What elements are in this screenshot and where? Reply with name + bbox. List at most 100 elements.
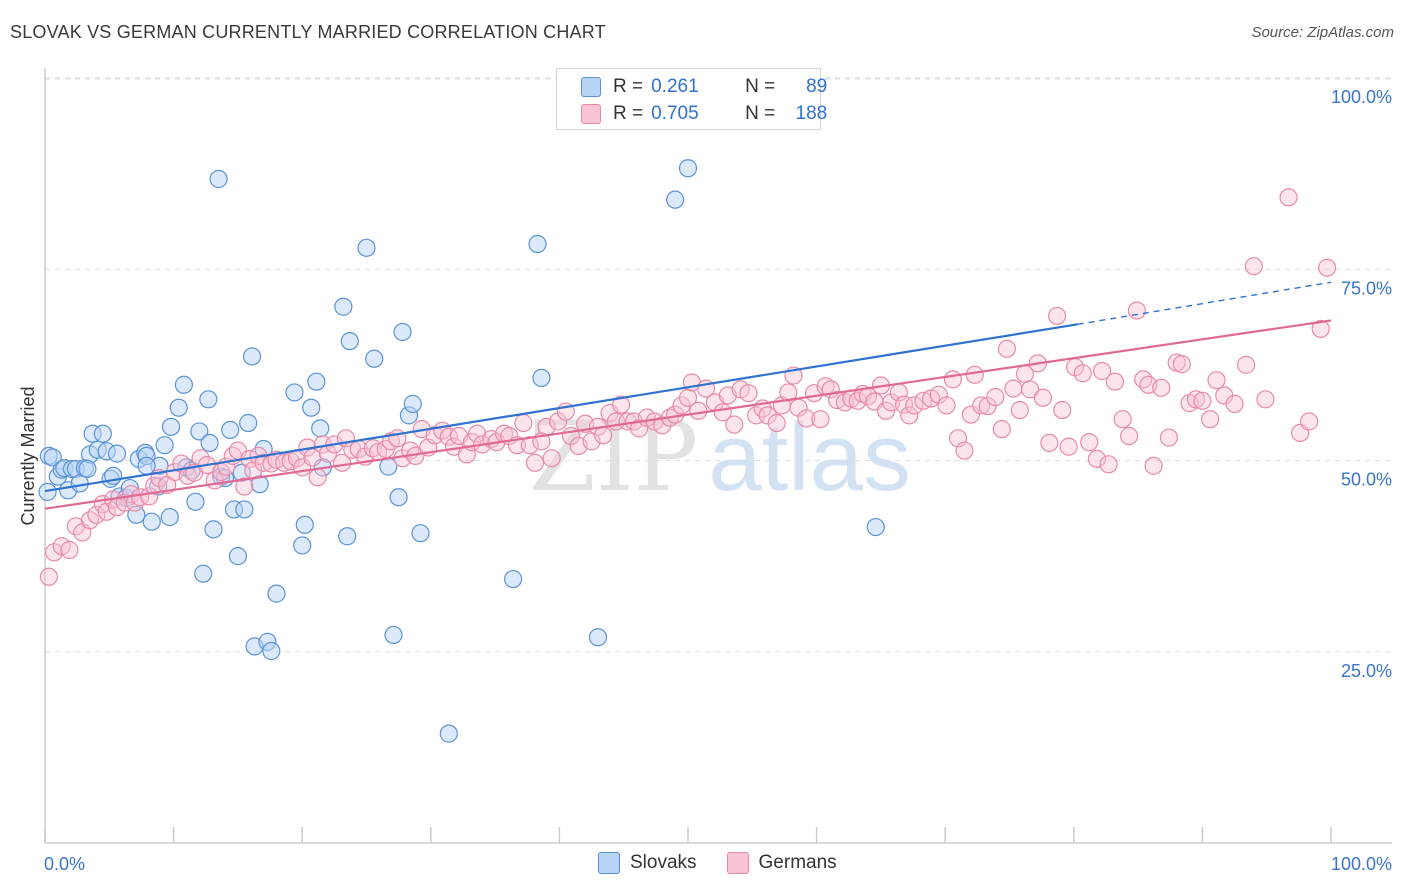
german-point — [514, 413, 533, 433]
slovak-point — [334, 297, 353, 316]
german-point — [594, 426, 613, 445]
german-point — [1186, 390, 1206, 409]
slovak-point — [221, 420, 240, 439]
slovak-point — [504, 569, 523, 589]
slovak-point — [439, 724, 458, 743]
slovak-point — [232, 463, 251, 482]
german-point — [797, 409, 816, 428]
german-point — [997, 339, 1017, 358]
german-point — [549, 412, 568, 431]
german-point — [739, 384, 758, 403]
slovak-point — [357, 238, 376, 257]
german-point — [689, 401, 708, 420]
slovak-point — [242, 347, 262, 366]
german-point — [1113, 410, 1132, 429]
slovak-point — [107, 444, 127, 463]
slovak-point — [200, 433, 219, 453]
stats-legend: R = 0.261 N = 89 R = 0.705 N = 188 — [556, 68, 827, 130]
slovak-point — [169, 398, 188, 417]
slovak-point — [340, 332, 359, 351]
slovak-point — [78, 459, 97, 479]
slovak-point — [302, 398, 321, 417]
slovak-point — [588, 628, 608, 647]
x-tick-label: 100.0% — [1331, 854, 1392, 874]
german-point — [612, 395, 631, 414]
slovak-point — [384, 625, 403, 645]
slovak-point — [160, 508, 179, 527]
german-point — [1225, 394, 1244, 413]
german-point — [1105, 372, 1125, 391]
slovak-point — [155, 436, 174, 455]
slovak-point — [43, 448, 62, 467]
y-tick-label: 75.0% — [1341, 278, 1392, 298]
german-point — [1159, 428, 1179, 447]
german-point — [1279, 188, 1298, 207]
german-point — [1193, 391, 1212, 410]
german-point — [1311, 319, 1330, 339]
slovak-point — [393, 322, 412, 342]
legend-item-slovaks[interactable]: Slovaks — [598, 852, 697, 874]
slovak-point — [190, 422, 209, 441]
slovak-point — [204, 520, 223, 539]
slovak-point — [199, 390, 218, 409]
german-point — [1080, 433, 1099, 452]
y-axis-label: Currently Married — [18, 386, 38, 525]
slovak-point — [307, 372, 326, 391]
slovak-point — [389, 488, 408, 507]
german-point — [1237, 355, 1256, 374]
german-point — [653, 416, 672, 435]
german-point — [1099, 455, 1118, 474]
y-tick-label: 100.0% — [1331, 87, 1392, 107]
german-point — [900, 406, 919, 425]
slovak-point — [528, 234, 547, 254]
german-point — [525, 453, 545, 472]
y-tick-label: 25.0% — [1341, 661, 1392, 681]
german-point — [39, 567, 58, 586]
german-point — [1073, 364, 1092, 383]
german-point — [87, 505, 106, 524]
legend-row-slovaks: R = 0.261 N = 89 — [581, 75, 827, 99]
german-point — [1300, 412, 1319, 431]
slovak-point — [295, 515, 314, 534]
german-point — [1033, 388, 1053, 407]
slovak-point — [161, 417, 181, 436]
german-point — [905, 396, 924, 415]
german-point — [965, 365, 984, 384]
slovak-point — [411, 524, 430, 543]
german-point — [308, 468, 327, 487]
german-point — [937, 396, 956, 415]
german-point — [60, 540, 79, 560]
german-point — [678, 388, 698, 407]
german-point — [767, 413, 786, 433]
german-point — [1010, 400, 1029, 420]
legend-item-germans[interactable]: Germans — [726, 852, 837, 874]
slovak-point — [666, 190, 685, 209]
german-trend-line — [44, 319, 1332, 510]
german-point — [542, 449, 561, 468]
slovak-point — [38, 482, 57, 501]
german-point — [1207, 371, 1226, 390]
german-point — [992, 420, 1011, 439]
german-point — [986, 387, 1005, 407]
slovak-point — [403, 394, 422, 413]
german-point — [1020, 380, 1040, 399]
legend-r-label: R = — [613, 103, 644, 124]
german-point — [1318, 258, 1337, 277]
german-point — [1040, 433, 1059, 453]
chart-title: SLOVAK VS GERMAN CURRENTLY MARRIED CORRE… — [10, 22, 606, 42]
legend-n-label: N = — [745, 76, 776, 97]
slovak-trend-line — [44, 323, 1078, 493]
legend-swatch-slovaks — [581, 77, 601, 97]
slovak-point — [186, 492, 205, 511]
slovak-point — [174, 375, 193, 394]
german-point — [1256, 390, 1275, 409]
german-point — [439, 427, 458, 446]
slovak-point — [532, 368, 551, 387]
german-point — [1119, 426, 1139, 446]
tick-labels: 25.0% 50.0% 75.0% 100.0% 0.0% 100.0% — [44, 87, 1392, 874]
german-point — [1087, 449, 1107, 469]
trend-lines — [44, 281, 1332, 510]
legend-r-value: 0.705 — [651, 103, 699, 124]
german-point — [1053, 400, 1072, 420]
